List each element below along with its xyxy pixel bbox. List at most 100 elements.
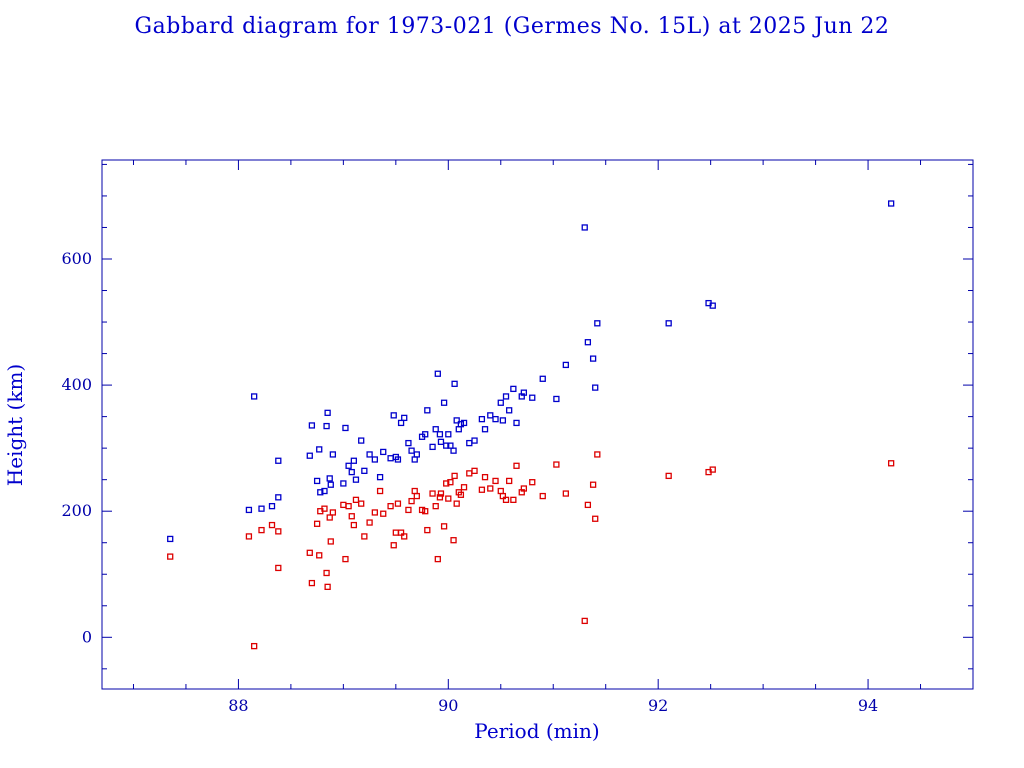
- perigee-point: [323, 569, 330, 577]
- y-tick-label: 200: [61, 501, 92, 520]
- perigee-point: [447, 479, 454, 486]
- perigee-point: [665, 472, 672, 480]
- apogee-point: [584, 339, 592, 346]
- apogee-point: [487, 412, 494, 419]
- perigee-point: [440, 523, 448, 530]
- apogee-point: [327, 481, 334, 488]
- perigee-point: [460, 484, 468, 491]
- perigee-point: [371, 509, 378, 516]
- perigee-point: [424, 526, 431, 534]
- perigee-point: [471, 467, 478, 474]
- perigee-point: [324, 583, 331, 591]
- perigee-point: [429, 490, 436, 497]
- perigee-point: [529, 479, 536, 486]
- perigee-point: [358, 500, 365, 507]
- y-tick-label: 0: [82, 627, 92, 646]
- perigee-point: [350, 521, 358, 529]
- perigee-point: [451, 472, 458, 480]
- perigee-point: [709, 466, 716, 473]
- y-tick-label: 600: [61, 249, 92, 268]
- perigee-point: [443, 480, 450, 487]
- perigee-point: [376, 487, 384, 495]
- apogee-point: [313, 477, 321, 485]
- perigee-point: [502, 496, 510, 503]
- perigee-point: [492, 477, 499, 485]
- apogee-point: [450, 447, 457, 454]
- apogee-point: [348, 468, 355, 476]
- x-tick-label: 94: [858, 696, 878, 715]
- apogee-point: [258, 505, 265, 512]
- apogee-point: [366, 451, 373, 458]
- perigee-point: [562, 490, 569, 497]
- y-axis-label: Height (km): [3, 364, 27, 486]
- perigee-point: [413, 492, 420, 500]
- apogee-point: [520, 389, 528, 396]
- perigee-point: [478, 486, 486, 493]
- apogee-point: [316, 446, 323, 453]
- apogee-point: [275, 457, 282, 464]
- apogee-point: [499, 417, 507, 424]
- perigee-point: [340, 501, 347, 509]
- apogee-point: [317, 489, 324, 496]
- apogee-point: [513, 419, 520, 427]
- apogee-point: [455, 426, 462, 433]
- perigee-point: [445, 495, 452, 502]
- apogee-point: [502, 393, 510, 400]
- perigee-point: [348, 513, 355, 520]
- apogee-point: [408, 447, 415, 454]
- apogee-point: [665, 320, 672, 327]
- perigee-point: [539, 492, 546, 500]
- apogee-point: [324, 409, 331, 416]
- perigee-point: [258, 526, 265, 534]
- x-tick-label: 88: [228, 696, 248, 715]
- apogee-point: [167, 535, 174, 543]
- perigee-point: [513, 462, 520, 469]
- perigee-point: [329, 509, 337, 516]
- perigee-point: [411, 487, 418, 495]
- apogee-point: [340, 480, 347, 487]
- perigee-point: [275, 528, 282, 535]
- perigee-point: [466, 470, 473, 477]
- apogee-point: [245, 506, 253, 514]
- apogee-point: [592, 384, 599, 391]
- apogee-point: [471, 437, 478, 444]
- apogee-point: [394, 456, 402, 463]
- perigee-point: [450, 537, 457, 544]
- apogee-point: [345, 462, 352, 469]
- apogee-point: [380, 448, 387, 456]
- apogee-point: [323, 422, 330, 430]
- perigee-point: [316, 552, 323, 559]
- y-tick-label: 400: [61, 375, 92, 394]
- apogee-point: [329, 451, 337, 458]
- x-tick-label: 92: [648, 696, 668, 715]
- apogee-point: [437, 438, 445, 445]
- apogee-point: [594, 320, 601, 327]
- apogee-point: [453, 417, 460, 424]
- apogee-point: [268, 503, 276, 510]
- apogee-point: [436, 431, 444, 438]
- apogee-point: [342, 424, 349, 432]
- apogee-point: [709, 302, 716, 309]
- apogee-point: [429, 443, 436, 451]
- axes-frame-group: [101, 159, 974, 690]
- apogee-point: [506, 407, 513, 414]
- apogee-point: [390, 412, 397, 419]
- perigee-point: [497, 487, 504, 495]
- apogee-point: [321, 487, 328, 495]
- perigee-point: [251, 642, 258, 650]
- perigee-point: [453, 500, 460, 507]
- chart-title: Gabbard diagram for 1973-021 (Germes No.…: [134, 14, 890, 39]
- perigee-point: [520, 485, 528, 492]
- perigee-point: [345, 503, 352, 510]
- perigee-point: [436, 494, 444, 501]
- apogee-point: [326, 475, 333, 482]
- apogee-point: [358, 437, 365, 444]
- points-group: [167, 200, 895, 650]
- perigee-point: [387, 503, 394, 510]
- perigee-point: [432, 503, 439, 510]
- perigee-point: [390, 542, 397, 549]
- perigee-point: [275, 564, 282, 572]
- perigee-point: [581, 617, 588, 625]
- perigee-point: [422, 508, 429, 515]
